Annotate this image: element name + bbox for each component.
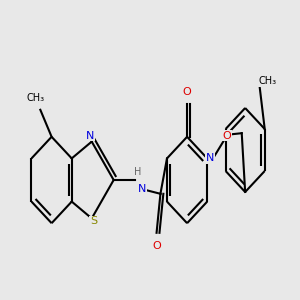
Text: CH₃: CH₃ <box>26 93 44 103</box>
Text: N: N <box>137 184 146 194</box>
Text: N: N <box>86 130 94 141</box>
Text: O: O <box>222 130 231 141</box>
Text: O: O <box>183 87 191 97</box>
Text: CH₃: CH₃ <box>259 76 277 86</box>
Text: H: H <box>134 167 141 177</box>
Text: N: N <box>206 153 214 164</box>
Text: O: O <box>152 241 161 251</box>
Text: S: S <box>90 216 97 226</box>
